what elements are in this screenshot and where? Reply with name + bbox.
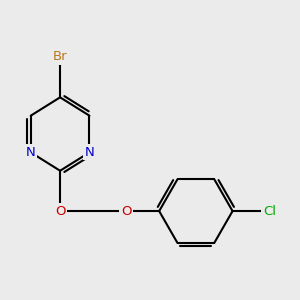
Text: Br: Br: [53, 50, 68, 64]
Text: O: O: [55, 205, 65, 218]
Text: O: O: [121, 205, 131, 218]
Text: N: N: [26, 146, 36, 159]
Text: Cl: Cl: [263, 205, 276, 218]
Text: N: N: [85, 146, 94, 159]
